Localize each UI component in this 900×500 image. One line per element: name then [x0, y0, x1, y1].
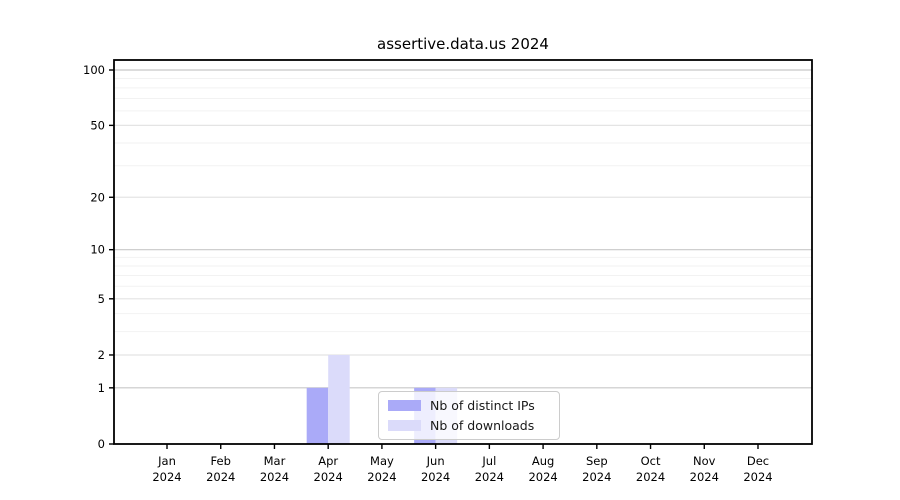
x-tick-label-month: Jun	[426, 454, 445, 468]
x-tick-label-month: Apr	[318, 454, 338, 468]
y-tick-label: 1	[98, 381, 105, 395]
legend-item-distinct-ips: Nb of distinct IPs	[388, 398, 550, 413]
bar-apr-series0	[306, 387, 329, 444]
x-tick-label-month: Feb	[211, 454, 231, 468]
x-tick-label-year: 2024	[528, 470, 557, 484]
x-tick-label-year: 2024	[690, 470, 719, 484]
x-tick-label-year: 2024	[582, 470, 611, 484]
x-tick-label-year: 2024	[743, 470, 772, 484]
x-tick-label-month: Dec	[747, 454, 769, 468]
y-tick-label: 0	[98, 437, 105, 451]
y-tick-label: 10	[90, 243, 105, 257]
legend-label-downloads: Nb of downloads	[430, 418, 535, 433]
x-tick-label-month: Jul	[481, 454, 496, 468]
bar-apr-series1	[328, 354, 350, 444]
y-tick-label: 50	[90, 118, 105, 132]
chart-title: assertive.data.us 2024	[377, 35, 549, 53]
x-tick-label-year: 2024	[152, 470, 181, 484]
x-tick-label-year: 2024	[636, 470, 665, 484]
legend-label-distinct-ips: Nb of distinct IPs	[430, 398, 535, 413]
y-tick-label: 100	[83, 63, 105, 77]
legend-item-downloads: Nb of downloads	[388, 418, 550, 433]
x-tick-label-month: Mar	[264, 454, 286, 468]
x-tick-label-month: Jan	[157, 454, 176, 468]
x-tick-label-month: Nov	[693, 454, 716, 468]
x-tick-label-year: 2024	[314, 470, 343, 484]
x-tick-label-month: May	[370, 454, 394, 468]
x-tick-label-year: 2024	[260, 470, 289, 484]
x-tick-label-year: 2024	[206, 470, 235, 484]
x-tick-label-month: Sep	[586, 454, 608, 468]
x-tick-label-year: 2024	[475, 470, 504, 484]
x-tick-label-month: Aug	[532, 454, 554, 468]
legend-swatch-distinct-ips	[388, 400, 421, 411]
legend-swatch-downloads	[388, 420, 421, 431]
x-tick-label-month: Oct	[641, 454, 661, 468]
y-tick-label: 20	[90, 190, 105, 204]
y-tick-label: 2	[98, 348, 105, 362]
plot-frame	[113, 59, 813, 445]
legend: Nb of distinct IPs Nb of downloads	[378, 391, 560, 440]
x-tick-label-year: 2024	[367, 470, 396, 484]
x-tick-label-year: 2024	[421, 470, 450, 484]
y-tick-label: 5	[98, 292, 105, 306]
